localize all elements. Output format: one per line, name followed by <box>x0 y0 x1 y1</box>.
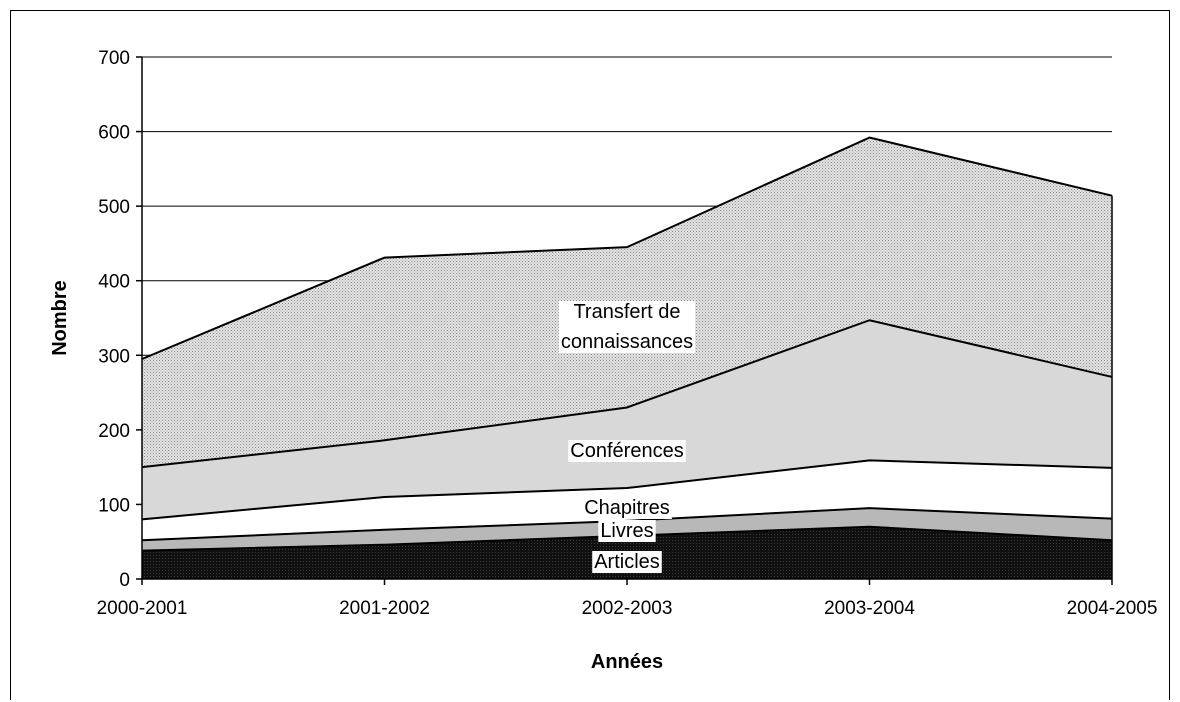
x-tick-label: 2001-2002 <box>339 598 430 619</box>
area-label-text: Articles <box>594 551 660 573</box>
area-label-text: connaissances <box>561 331 693 353</box>
y-tick-label: 0 <box>119 570 130 591</box>
y-tick-label: 700 <box>98 48 130 69</box>
axes: 0 100 200 300 400 500 600 700 2000-2001 2001-2002… <box>97 48 1158 619</box>
area-label-conferences: Conférences <box>568 440 686 462</box>
x-tick-label: 2000-2001 <box>97 598 188 619</box>
area-label-background <box>592 551 662 573</box>
y-tick-label: 300 <box>98 346 130 367</box>
outline-chapitres <box>141 459 1113 521</box>
area-conferences <box>142 320 1112 520</box>
area-label-articles: Articles <box>592 551 662 573</box>
area-label-text: Conférences <box>570 440 683 462</box>
x-tick-label: 2003-2004 <box>824 598 915 619</box>
area-label-transfert-de-connaissances: Transfert de connaissances <box>558 301 696 353</box>
area-label-background <box>582 497 672 519</box>
area-label-background <box>598 520 656 542</box>
x-axis-title: Années <box>591 651 663 673</box>
x-tick-label: 2004-2005 <box>1067 598 1158 619</box>
area-label-background <box>558 301 696 353</box>
area-label-background <box>568 440 686 462</box>
area-label-chapitres: Chapitres <box>582 497 672 519</box>
y-tick-label: 600 <box>98 123 130 144</box>
area-label-text: Livres <box>600 520 653 542</box>
outline-transfert-de-connaissances <box>141 136 1113 360</box>
area-label-text: Chapitres <box>584 497 670 519</box>
chart-frame <box>10 10 1170 700</box>
x-tick-label: 2002-2003 <box>582 598 673 619</box>
y-tick-label: 100 <box>98 495 130 516</box>
y-tick-label: 400 <box>98 272 130 293</box>
y-tick-label: 500 <box>98 197 130 218</box>
y-tick-label: 200 <box>98 421 130 442</box>
y-axis-title: Nombre <box>49 280 71 356</box>
area-label-text: Transfert de <box>573 301 680 323</box>
outline-conferences <box>141 319 1113 469</box>
area-label-livres: Livres <box>598 520 656 542</box>
